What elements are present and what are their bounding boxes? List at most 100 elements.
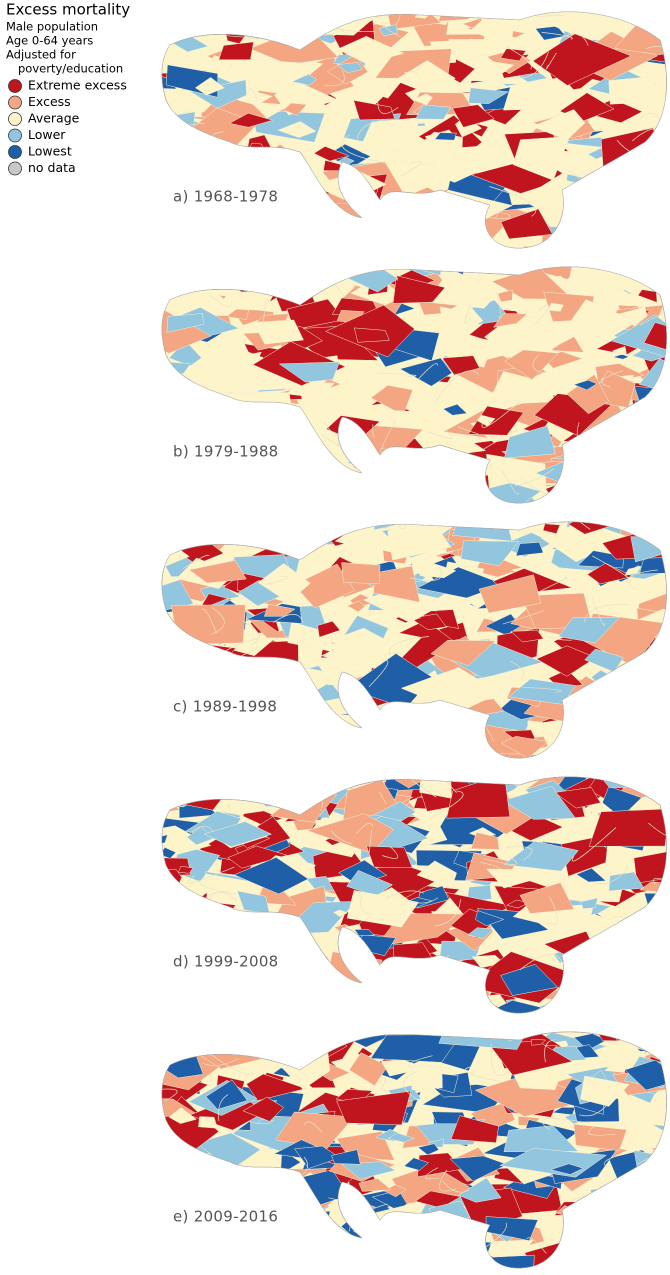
- map-region: [262, 414, 305, 433]
- region-border: [187, 1226, 203, 1244]
- map-region: [273, 1201, 333, 1227]
- map-region: [171, 605, 245, 645]
- map-region: [342, 563, 380, 584]
- map-region: [405, 489, 428, 503]
- map-region: [412, 1064, 443, 1090]
- map-region: [179, 148, 219, 165]
- map-region: [650, 1238, 670, 1252]
- map-panel: c) 1989-1998: [124, 489, 670, 784]
- map-region: [658, 392, 670, 405]
- map-region: [166, 717, 218, 746]
- map-region: [156, 163, 169, 172]
- region-border: [390, 957, 434, 974]
- legend-subtitle: Male population: [6, 20, 98, 34]
- map-region: [634, 1150, 670, 1182]
- map-region: [184, 157, 269, 188]
- map-region: [583, 1210, 625, 1237]
- map-region: [411, 730, 435, 737]
- map-region: [600, 199, 649, 228]
- map-region: [403, 983, 430, 996]
- map-region: [210, 163, 244, 178]
- map-region: [248, 211, 297, 224]
- map-region: [263, 248, 319, 284]
- region-border: [293, 1189, 299, 1216]
- map-region: [636, 721, 653, 730]
- map-region: [420, 1007, 439, 1017]
- map-region: [427, 1238, 466, 1254]
- map-region: [373, 998, 402, 1015]
- map-region: [558, 1253, 572, 1263]
- map-region: [288, 265, 330, 281]
- map-region: [596, 947, 628, 968]
- map-region: [193, 1175, 214, 1189]
- map-region: [622, 509, 659, 528]
- map-region: [286, 482, 368, 511]
- map-region: [623, 11, 635, 20]
- map-region: [193, 488, 213, 497]
- map-region: [627, 735, 670, 769]
- region-border: [233, 215, 252, 241]
- map-region: [215, 472, 253, 490]
- map-region: [356, 477, 428, 512]
- map-region: [300, 259, 356, 279]
- map-region: [553, 240, 591, 257]
- map-region: [172, 474, 191, 482]
- map-region: [270, 525, 294, 536]
- map-region: [336, 226, 363, 237]
- map-region: [556, 485, 613, 506]
- map-region: [565, 714, 625, 745]
- region-border: [259, 711, 291, 743]
- map-region: [225, 761, 295, 786]
- map-region: [167, 911, 192, 924]
- map-region: [635, 473, 670, 502]
- map-region: [330, 478, 388, 508]
- map-region: [524, 1026, 539, 1035]
- map-region: [282, 251, 316, 270]
- map-region: [396, 1220, 420, 1231]
- map-region: [177, 404, 244, 444]
- region-border: [233, 250, 267, 267]
- map-region: [644, 480, 668, 491]
- map-region: [623, 254, 659, 272]
- map-region: [290, 719, 348, 764]
- region-border: [172, 894, 198, 907]
- map-region: [223, 506, 283, 541]
- map-region: [316, 262, 334, 271]
- map-region: [261, 485, 317, 505]
- map-region: [319, 1240, 368, 1267]
- map-region: [610, 1243, 639, 1256]
- region-border: [636, 521, 651, 535]
- map-region: [133, 652, 203, 678]
- map-region: [230, 738, 274, 761]
- map-region: [227, 393, 264, 405]
- map-region: [568, 207, 614, 235]
- map-region: [632, 416, 670, 448]
- map-region: [399, 706, 464, 731]
- map-region: [153, 0, 213, 25]
- map-region: [579, 476, 594, 481]
- map-region: [231, 1179, 289, 1202]
- map-region: [247, 164, 272, 184]
- map-region: [168, 1252, 188, 1265]
- legend-label: Lower: [28, 127, 66, 142]
- map-region: [604, 1201, 667, 1224]
- map-region: [162, 157, 222, 190]
- map-region: [160, 980, 201, 996]
- map-region: [550, 232, 624, 261]
- map-region: [578, 459, 632, 477]
- legend-swatch: [9, 96, 22, 109]
- map-region: [354, 1221, 391, 1242]
- map-region: [386, 452, 456, 484]
- region-border: [304, 1035, 321, 1046]
- map-region: [482, 1000, 541, 1031]
- map-region: [339, 752, 374, 766]
- map-region: [602, 196, 662, 237]
- map-region: [327, 982, 410, 1019]
- region-border: [268, 243, 320, 267]
- map-region: [161, 974, 222, 1020]
- map-region: [311, 1012, 364, 1032]
- region-border: [253, 409, 267, 436]
- map-region: [153, 411, 209, 438]
- map-region: [143, 214, 182, 229]
- map-region: [198, 400, 265, 430]
